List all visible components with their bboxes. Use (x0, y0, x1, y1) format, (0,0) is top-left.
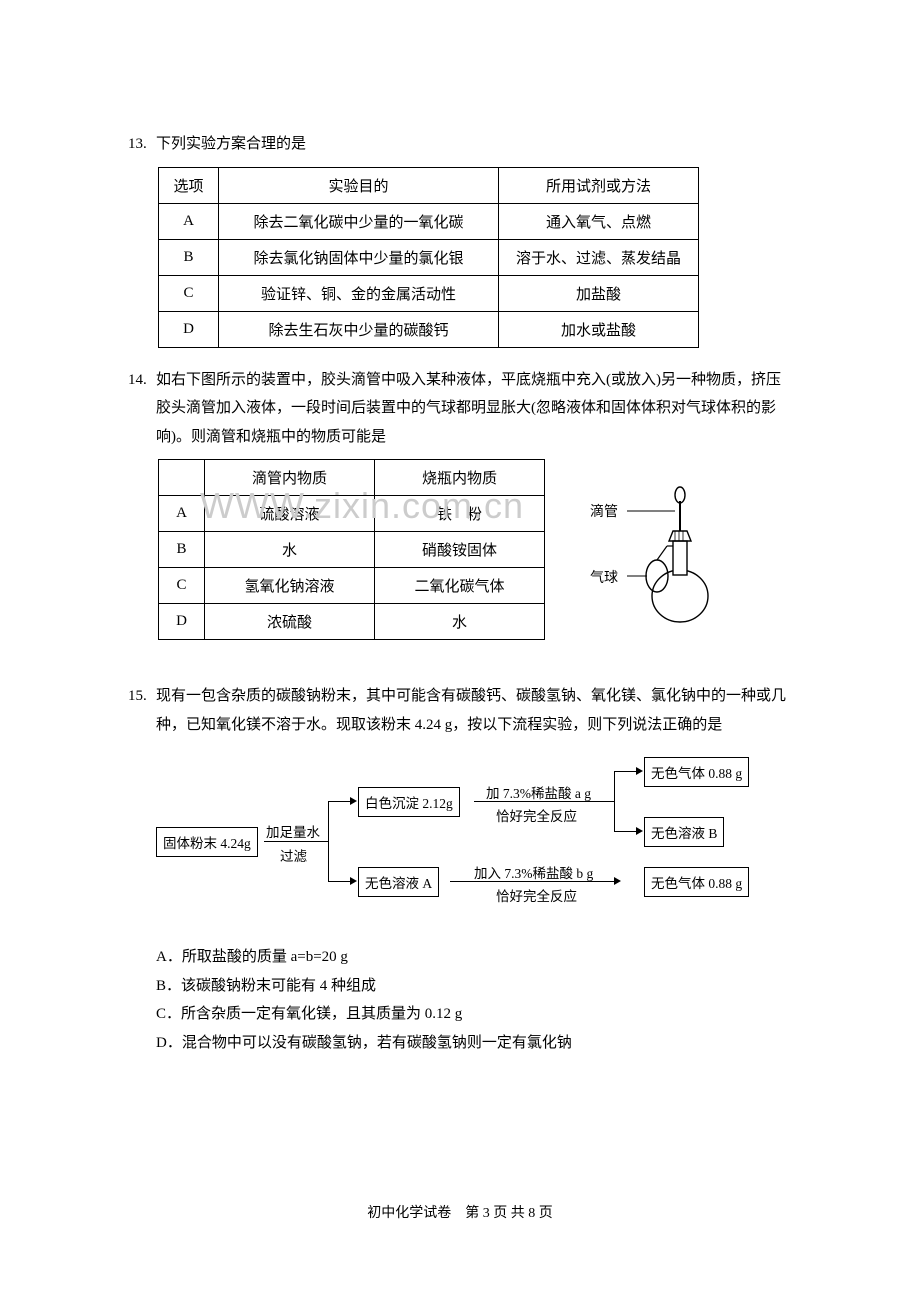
q15-option-c: C．所含杂质一定有氧化镁，且其质量为 0.12 g (156, 1000, 792, 1029)
page-footer: 初中化学试卷 第 3 页 共 8 页 (0, 1202, 920, 1222)
q14-h1: 滴管内物质 (205, 460, 375, 496)
flow-solid: 固体粉末 4.24g (156, 827, 258, 857)
q15-option-d: D．混合物中可以没有碳酸氢钠，若有碳酸氢钠则一定有氯化钠 (156, 1029, 792, 1058)
flow-acid-top: 加 7.3%稀盐酸 a g (486, 782, 591, 802)
q14-h2: 烧瓶内物质 (375, 460, 545, 496)
q15-stem: 15. 现有一包含杂质的碳酸钠粉末，其中可能含有碳酸钙、碳酸氢钠、氧化镁、氯化钠… (128, 682, 792, 739)
balloon-label: 气球 (590, 567, 618, 587)
flow-step1-top: 加足量水 (266, 821, 320, 841)
table-row: A除去二氧化碳中少量的一氧化碳通入氧气、点燃 (159, 203, 699, 239)
q14-number: 14. (128, 366, 156, 452)
q15-option-a: A．所取盐酸的质量 a=b=20 g (156, 943, 792, 972)
q14-text: 如右下图所示的装置中，胶头滴管中吸入某种液体，平底烧瓶中充入(或放入)另一种物质… (156, 366, 792, 452)
table-row: D浓硫酸水 (159, 604, 545, 640)
flow-acid-top2: 恰好完全反应 (496, 805, 577, 825)
q14-stem: 14. 如右下图所示的装置中，胶头滴管中吸入某种液体，平底烧瓶中充入(或放入)另… (128, 366, 792, 452)
q13-stem: 13. 下列实验方案合理的是 (128, 130, 792, 159)
table-row: B除去氯化钠固体中少量的氯化银溶于水、过滤、蒸发结晶 (159, 239, 699, 275)
q14-figure: 滴管 气球 (585, 481, 735, 636)
table-row: C验证锌、铜、金的金属活动性加盐酸 (159, 275, 699, 311)
q15-options: A．所取盐酸的质量 a=b=20 g B．该碳酸钠粉末可能有 4 种组成 C．所… (156, 943, 792, 1057)
flow-solA: 无色溶液 A (358, 867, 439, 897)
flow-precip: 白色沉淀 2.12g (358, 787, 460, 817)
q13-h2: 所用试剂或方法 (499, 167, 699, 203)
table-row: A硫酸溶液铁 粉 (159, 496, 545, 532)
flow-step1-bot: 过滤 (280, 845, 307, 865)
q13-h1: 实验目的 (219, 167, 499, 203)
q13-h0: 选项 (159, 167, 219, 203)
question-14: 14. 如右下图所示的装置中，胶头滴管中吸入某种液体，平底烧瓶中充入(或放入)另… (128, 366, 792, 653)
q15-number: 15. (128, 682, 156, 739)
q13-text: 下列实验方案合理的是 (156, 130, 792, 159)
dropper-label: 滴管 (590, 501, 618, 521)
table-row: B水硝酸铵固体 (159, 532, 545, 568)
q14-table: 滴管内物质 烧瓶内物质 A硫酸溶液铁 粉 B水硝酸铵固体 C氢氧化钠溶液二氧化碳… (158, 459, 545, 640)
table-row: C氢氧化钠溶液二氧化碳气体 (159, 568, 545, 604)
q14-h0 (159, 460, 205, 496)
table-row: D除去生石灰中少量的碳酸钙加水或盐酸 (159, 311, 699, 347)
table-header-row: 滴管内物质 烧瓶内物质 (159, 460, 545, 496)
flow-acid-bot: 加入 7.3%稀盐酸 b g (474, 862, 593, 882)
flow-gas2: 无色气体 0.88 g (644, 867, 749, 897)
question-13: 13. 下列实验方案合理的是 选项 实验目的 所用试剂或方法 A除去二氧化碳中少… (128, 130, 792, 348)
table-header-row: 选项 实验目的 所用试剂或方法 (159, 167, 699, 203)
flow-gas1: 无色气体 0.88 g (644, 757, 749, 787)
q14-content: 滴管内物质 烧瓶内物质 A硫酸溶液铁 粉 B水硝酸铵固体 C氢氧化钠溶液二氧化碳… (158, 451, 792, 652)
q13-table: 选项 实验目的 所用试剂或方法 A除去二氧化碳中少量的一氧化碳通入氧气、点燃 B… (158, 167, 699, 348)
question-15: 15. 现有一包含杂质的碳酸钠粉末，其中可能含有碳酸钙、碳酸氢钠、氧化镁、氯化钠… (128, 682, 792, 1057)
q15-flowchart: 固体粉末 4.24g 加足量水 过滤 白色沉淀 2.12g 无色溶液 A 加 7… (156, 757, 816, 927)
flow-acid-bot2: 恰好完全反应 (496, 885, 577, 905)
flow-solB: 无色溶液 B (644, 817, 724, 847)
q15-text: 现有一包含杂质的碳酸钠粉末，其中可能含有碳酸钙、碳酸氢钠、氧化镁、氯化钠中的一种… (156, 682, 792, 739)
q13-number: 13. (128, 130, 156, 159)
q15-option-b: B．该碳酸钠粉末可能有 4 种组成 (156, 972, 792, 1001)
